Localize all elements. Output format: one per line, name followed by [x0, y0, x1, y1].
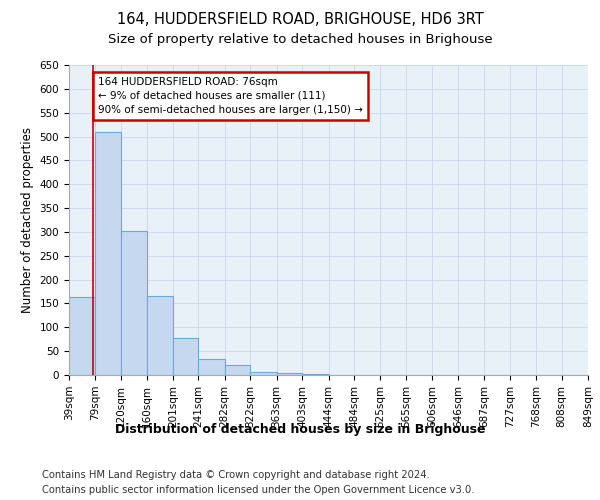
Text: Contains public sector information licensed under the Open Government Licence v3: Contains public sector information licen…	[42, 485, 475, 495]
Bar	[69, 298, 95, 375]
Bar	[302, 374, 329, 375]
Y-axis label: Number of detached properties: Number of detached properties	[21, 127, 34, 313]
Bar	[224, 366, 250, 375]
Bar	[173, 338, 199, 375]
Text: 164, HUDDERSFIELD ROAD, BRIGHOUSE, HD6 3RT: 164, HUDDERSFIELD ROAD, BRIGHOUSE, HD6 3…	[116, 12, 484, 28]
Bar	[95, 132, 121, 375]
Bar	[121, 231, 146, 375]
Bar	[199, 360, 224, 375]
Text: Contains HM Land Registry data © Crown copyright and database right 2024.: Contains HM Land Registry data © Crown c…	[42, 470, 430, 480]
Text: Size of property relative to detached houses in Brighouse: Size of property relative to detached ho…	[107, 32, 493, 46]
Bar	[277, 373, 302, 375]
Text: 164 HUDDERSFIELD ROAD: 76sqm
← 9% of detached houses are smaller (111)
90% of se: 164 HUDDERSFIELD ROAD: 76sqm ← 9% of det…	[98, 77, 363, 115]
Bar	[146, 296, 173, 375]
Bar	[250, 372, 277, 375]
Text: Distribution of detached houses by size in Brighouse: Distribution of detached houses by size …	[115, 422, 485, 436]
